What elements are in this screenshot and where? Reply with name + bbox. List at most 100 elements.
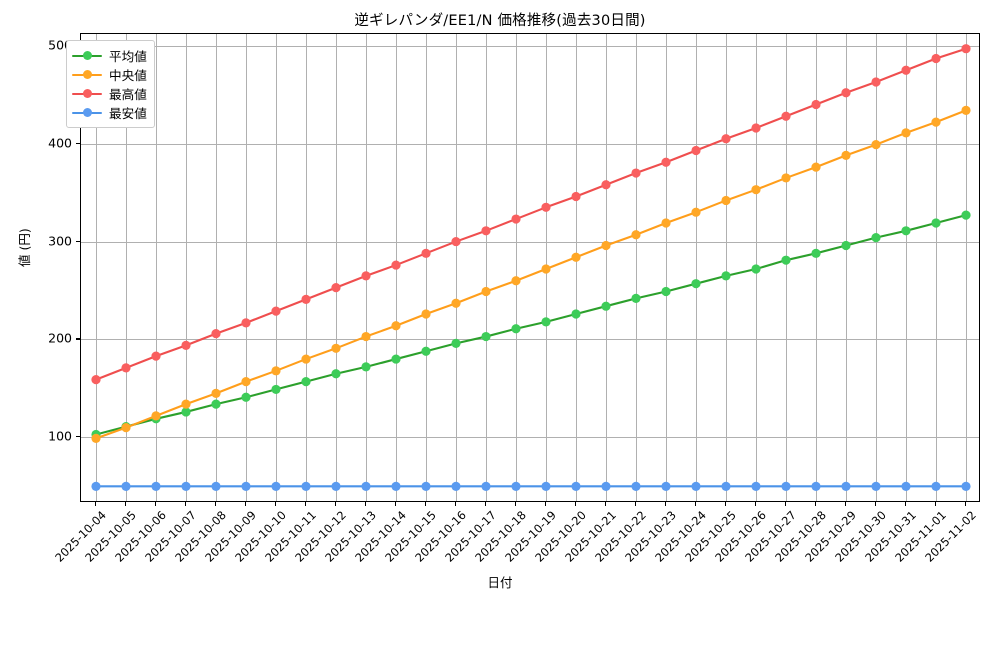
data-point (481, 286, 491, 297)
data-point (601, 301, 611, 311)
gridline-vertical (96, 34, 97, 501)
data-point (541, 481, 551, 491)
data-point (721, 481, 731, 491)
series-line (94, 214, 968, 436)
data-point (691, 145, 701, 156)
x-tick-mark (515, 502, 517, 506)
y-tick-label: 300 (48, 233, 72, 249)
data-point (721, 195, 731, 206)
data-point (331, 369, 341, 379)
data-point (811, 248, 821, 258)
data-point (781, 255, 791, 265)
data-point (931, 218, 941, 228)
x-tick-mark (305, 502, 307, 506)
x-tick-mark (455, 502, 457, 506)
data-point (481, 226, 491, 236)
legend: 平均値 中央値 最高値 最安値 (66, 40, 155, 128)
data-point (331, 343, 341, 353)
x-tick-mark (725, 502, 727, 506)
data-point (481, 331, 491, 342)
legend-item-平均値[interactable]: 平均値 (72, 46, 147, 65)
y-tick-mark (76, 436, 80, 438)
data-point (391, 260, 401, 270)
data-point (151, 411, 161, 421)
gridline-vertical (876, 34, 877, 501)
x-tick-mark (155, 502, 157, 506)
data-point (481, 481, 491, 491)
gridline-vertical (636, 34, 637, 501)
data-point (361, 362, 371, 372)
data-point (811, 162, 821, 172)
data-point (601, 481, 611, 491)
legend-item-最安値[interactable]: 最安値 (72, 103, 147, 122)
price-trend-chart-figure: 逆ギレパンダ/EE1/N 価格推移(過去30日間) 100 200 300 400 50… (17, 13, 980, 590)
y-axis-label: 値 (円) (17, 228, 32, 267)
data-point (241, 392, 251, 402)
x-tick-mark (575, 502, 577, 506)
legend-label: 平均値 (109, 49, 147, 64)
legend-item-最高値[interactable]: 最高値 (72, 84, 147, 103)
x-tick-mark (665, 502, 667, 506)
data-point (511, 276, 521, 286)
data-point (181, 481, 191, 491)
gridline-vertical (726, 34, 727, 501)
legend-swatch-icon (72, 49, 102, 63)
data-point (271, 306, 281, 316)
gridline-horizontal (81, 437, 979, 439)
data-point (241, 318, 251, 328)
y-tick-label: 500 (48, 37, 72, 53)
gridline-vertical (936, 34, 937, 501)
data-point (91, 375, 101, 385)
data-point (781, 111, 791, 121)
data-point (571, 481, 581, 491)
x-axis-label: 日付 (487, 575, 513, 590)
data-point (841, 481, 851, 491)
data-point (181, 407, 191, 417)
data-point (91, 481, 101, 491)
data-point (661, 157, 671, 167)
gridline-vertical (456, 34, 457, 501)
x-tick-mark (965, 502, 967, 506)
data-point (691, 207, 701, 217)
data-point (901, 226, 911, 236)
x-tick-mark (245, 502, 247, 506)
x-tick-mark (125, 502, 127, 506)
x-tick-mark (695, 502, 697, 506)
data-point (211, 399, 221, 409)
data-point (451, 298, 461, 308)
data-point (271, 366, 281, 376)
legend-swatch-icon (72, 87, 102, 101)
gridline-vertical (246, 34, 247, 501)
gridline-vertical (156, 34, 157, 501)
data-point (931, 53, 941, 64)
x-tick-mark (605, 502, 607, 506)
data-point (211, 481, 221, 491)
x-tick-mark (815, 502, 817, 506)
x-tick-mark (845, 502, 847, 506)
data-point (691, 481, 701, 491)
gridline-vertical (606, 34, 607, 501)
data-point (841, 150, 851, 161)
y-tick-mark (76, 240, 80, 242)
series-中央値 (91, 105, 971, 443)
series-line (94, 109, 968, 440)
legend-item-中央値[interactable]: 中央値 (72, 65, 147, 84)
series-平均値 (91, 210, 971, 440)
data-point (571, 252, 581, 262)
data-point (391, 321, 401, 331)
data-point (451, 338, 461, 348)
plot-area (80, 33, 980, 502)
data-point (871, 481, 881, 491)
data-point (871, 233, 881, 243)
data-point (541, 202, 551, 212)
data-point (511, 214, 521, 224)
data-point (751, 185, 761, 195)
gridline-horizontal (81, 143, 979, 145)
series-最高値 (91, 44, 971, 385)
data-point (691, 279, 701, 289)
gridline-vertical (816, 34, 817, 501)
data-point (391, 354, 401, 364)
gridline-vertical (126, 34, 127, 501)
legend-swatch-icon (72, 106, 102, 120)
x-tick-mark (635, 502, 637, 506)
